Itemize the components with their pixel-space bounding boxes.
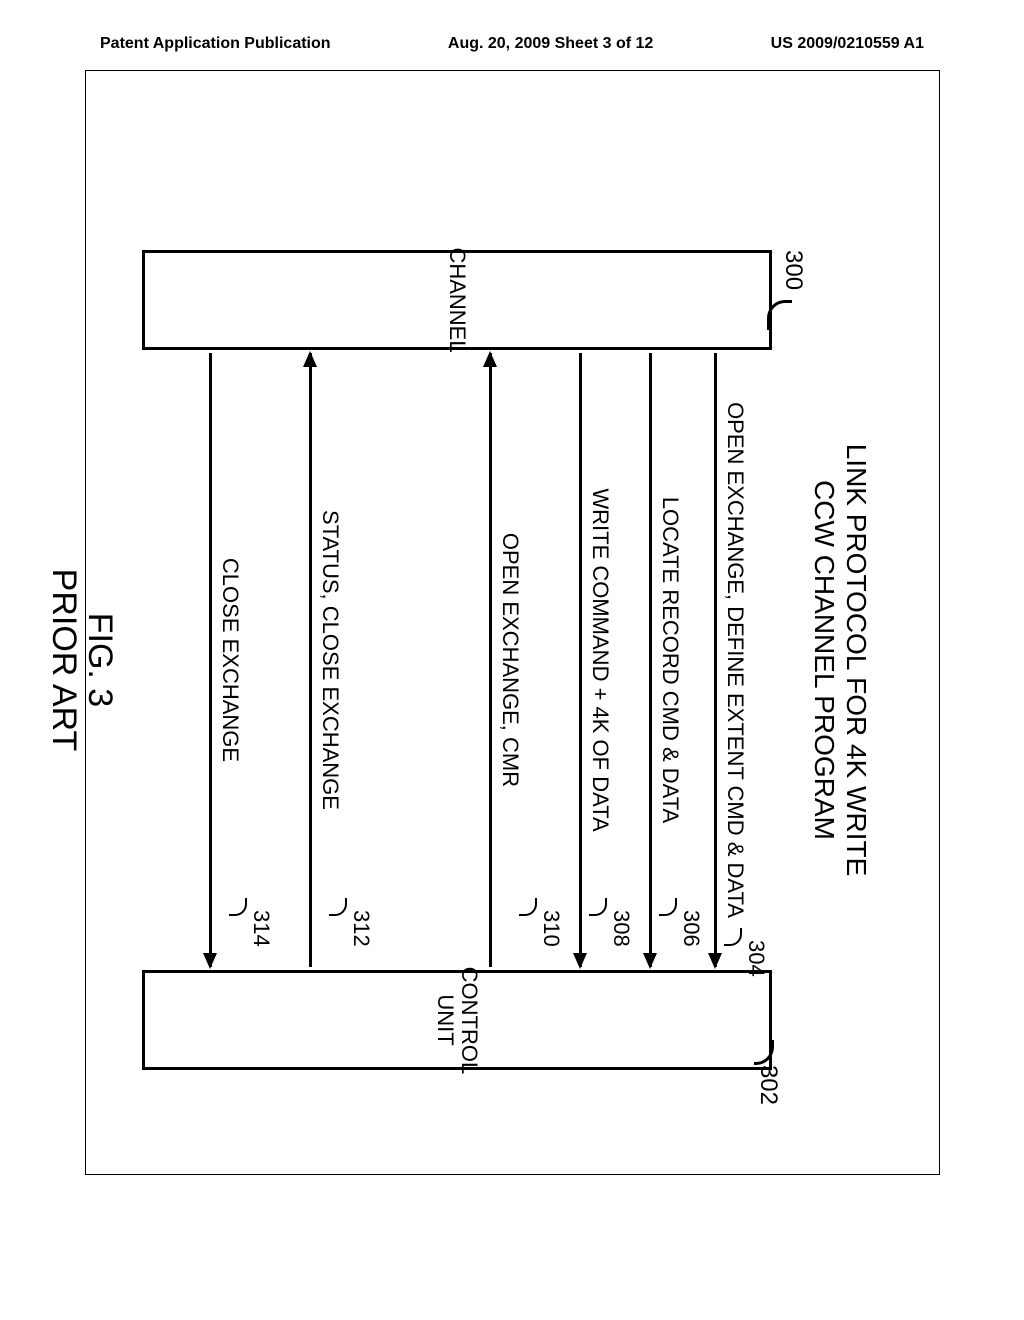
tick-308	[589, 898, 607, 916]
page-header: Patent Application Publication Aug. 20, …	[0, 35, 1024, 53]
ref-302: 302	[754, 1065, 782, 1105]
header-right: US 2009/0210559 A1	[771, 35, 924, 53]
arrow-label-306: LOCATE RECORD CMD & DATA	[657, 497, 683, 823]
ref-308: 308	[608, 910, 634, 947]
diagram-title: LINK PROTOCOL FOR 4K WRITE CCW CHANNEL P…	[808, 210, 872, 1110]
diagram: LINK PROTOCOL FOR 4K WRITE CCW CHANNEL P…	[152, 210, 872, 1110]
control-unit-box: CONTROL UNIT	[142, 970, 772, 1070]
ref-310: 310	[538, 910, 564, 947]
tick-312	[329, 898, 347, 916]
control-unit-label: CONTROL UNIT	[433, 967, 481, 1074]
arrow-312: STATUS, CLOSE EXCHANGE	[309, 353, 312, 967]
ref-304: 304	[743, 940, 769, 977]
arrow-304: OPEN EXCHANGE, DEFINE EXTENT CMD & DATA	[714, 353, 717, 967]
ref-312: 312	[348, 910, 374, 947]
arrow-310: OPEN EXCHANGE, CMR	[489, 353, 492, 967]
channel-label: CHANNEL	[444, 247, 470, 352]
ref-314: 314	[248, 910, 274, 947]
arrow-label-314: CLOSE EXCHANGE	[217, 558, 243, 762]
tick-306	[659, 898, 677, 916]
channel-box: CHANNEL	[142, 250, 772, 350]
arrow-306: LOCATE RECORD CMD & DATA	[649, 353, 652, 967]
figure-caption: FIG. 3 PRIOR ART	[46, 569, 117, 752]
arrow-label-310: OPEN EXCHANGE, CMR	[497, 533, 523, 787]
arrow-label-308: WRITE COMMAND + 4K OF DATA	[587, 488, 613, 831]
ref-300: 300	[779, 250, 807, 290]
ref-306: 306	[678, 910, 704, 947]
arrow-label-304: OPEN EXCHANGE, DEFINE EXTENT CMD & DATA	[722, 402, 748, 918]
header-left: Patent Application Publication	[100, 35, 331, 53]
arrow-314: CLOSE EXCHANGE	[209, 353, 212, 967]
arrow-label-312: STATUS, CLOSE EXCHANGE	[317, 510, 343, 810]
arrow-308: WRITE COMMAND + 4K OF DATA	[579, 353, 582, 967]
header-center: Aug. 20, 2009 Sheet 3 of 12	[448, 35, 653, 53]
tick-304	[724, 928, 742, 946]
tick-314	[229, 898, 247, 916]
tick-310	[519, 898, 537, 916]
